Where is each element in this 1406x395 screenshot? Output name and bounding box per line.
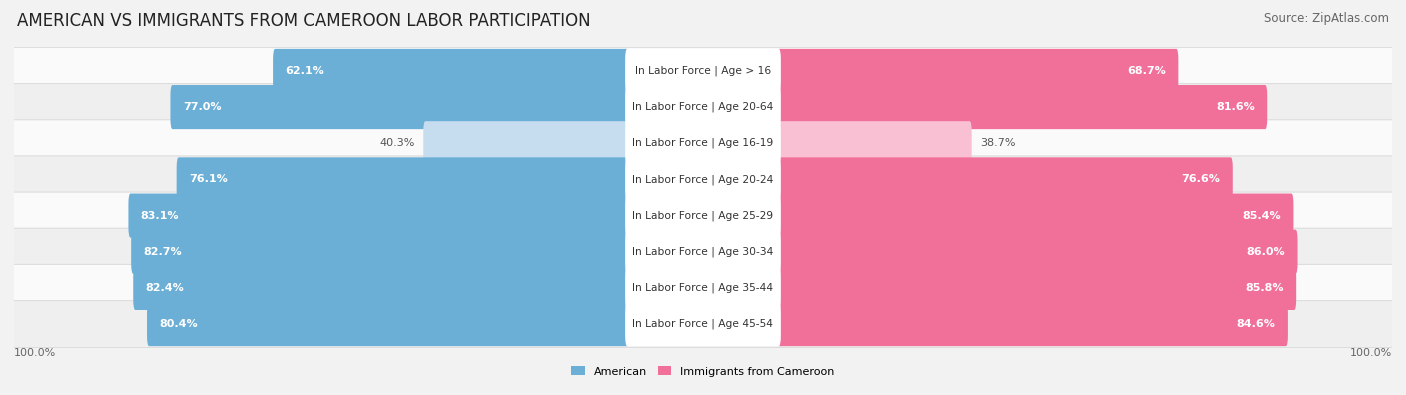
FancyBboxPatch shape <box>148 302 630 346</box>
Text: In Labor Force | Age > 16: In Labor Force | Age > 16 <box>636 66 770 76</box>
FancyBboxPatch shape <box>626 49 780 93</box>
FancyBboxPatch shape <box>626 85 780 129</box>
FancyBboxPatch shape <box>776 121 972 166</box>
Text: 62.1%: 62.1% <box>285 66 325 76</box>
Text: Source: ZipAtlas.com: Source: ZipAtlas.com <box>1264 12 1389 25</box>
FancyBboxPatch shape <box>626 194 780 238</box>
FancyBboxPatch shape <box>776 85 1267 129</box>
FancyBboxPatch shape <box>177 157 630 201</box>
Text: In Labor Force | Age 25-29: In Labor Force | Age 25-29 <box>633 210 773 221</box>
FancyBboxPatch shape <box>128 194 630 238</box>
Text: 82.7%: 82.7% <box>143 247 183 257</box>
Text: In Labor Force | Age 35-44: In Labor Force | Age 35-44 <box>633 283 773 293</box>
FancyBboxPatch shape <box>170 85 630 129</box>
FancyBboxPatch shape <box>10 228 1396 275</box>
FancyBboxPatch shape <box>626 157 780 201</box>
Text: 84.6%: 84.6% <box>1237 319 1275 329</box>
Text: 86.0%: 86.0% <box>1247 247 1285 257</box>
Text: 100.0%: 100.0% <box>1350 348 1392 357</box>
FancyBboxPatch shape <box>776 302 1288 346</box>
FancyBboxPatch shape <box>776 266 1296 310</box>
FancyBboxPatch shape <box>10 156 1396 203</box>
FancyBboxPatch shape <box>776 194 1294 238</box>
Text: 85.4%: 85.4% <box>1243 211 1281 220</box>
Text: 40.3%: 40.3% <box>380 138 415 148</box>
Text: 76.6%: 76.6% <box>1181 175 1220 184</box>
Text: 85.8%: 85.8% <box>1246 283 1284 293</box>
FancyBboxPatch shape <box>10 264 1396 311</box>
FancyBboxPatch shape <box>776 157 1233 201</box>
Text: 100.0%: 100.0% <box>14 348 56 357</box>
Legend: American, Immigrants from Cameroon: American, Immigrants from Cameroon <box>567 362 839 381</box>
Text: In Labor Force | Age 20-24: In Labor Force | Age 20-24 <box>633 174 773 185</box>
FancyBboxPatch shape <box>776 49 1178 93</box>
FancyBboxPatch shape <box>10 84 1396 131</box>
Text: 77.0%: 77.0% <box>183 102 221 112</box>
FancyBboxPatch shape <box>626 266 780 310</box>
FancyBboxPatch shape <box>776 229 1298 274</box>
Text: 76.1%: 76.1% <box>188 175 228 184</box>
FancyBboxPatch shape <box>423 121 630 166</box>
FancyBboxPatch shape <box>10 47 1396 94</box>
FancyBboxPatch shape <box>626 121 780 166</box>
Text: 81.6%: 81.6% <box>1216 102 1254 112</box>
Text: 80.4%: 80.4% <box>159 319 198 329</box>
Text: In Labor Force | Age 45-54: In Labor Force | Age 45-54 <box>633 319 773 329</box>
Text: In Labor Force | Age 16-19: In Labor Force | Age 16-19 <box>633 138 773 149</box>
FancyBboxPatch shape <box>273 49 630 93</box>
Text: 83.1%: 83.1% <box>141 211 180 220</box>
Text: In Labor Force | Age 30-34: In Labor Force | Age 30-34 <box>633 246 773 257</box>
FancyBboxPatch shape <box>626 229 780 274</box>
FancyBboxPatch shape <box>10 192 1396 239</box>
Text: 68.7%: 68.7% <box>1128 66 1166 76</box>
FancyBboxPatch shape <box>626 302 780 346</box>
Text: AMERICAN VS IMMIGRANTS FROM CAMEROON LABOR PARTICIPATION: AMERICAN VS IMMIGRANTS FROM CAMEROON LAB… <box>17 12 591 30</box>
Text: In Labor Force | Age 20-64: In Labor Force | Age 20-64 <box>633 102 773 112</box>
FancyBboxPatch shape <box>134 266 630 310</box>
Text: 38.7%: 38.7% <box>980 138 1015 148</box>
FancyBboxPatch shape <box>10 301 1396 348</box>
Text: 82.4%: 82.4% <box>146 283 184 293</box>
FancyBboxPatch shape <box>10 120 1396 167</box>
FancyBboxPatch shape <box>131 229 630 274</box>
